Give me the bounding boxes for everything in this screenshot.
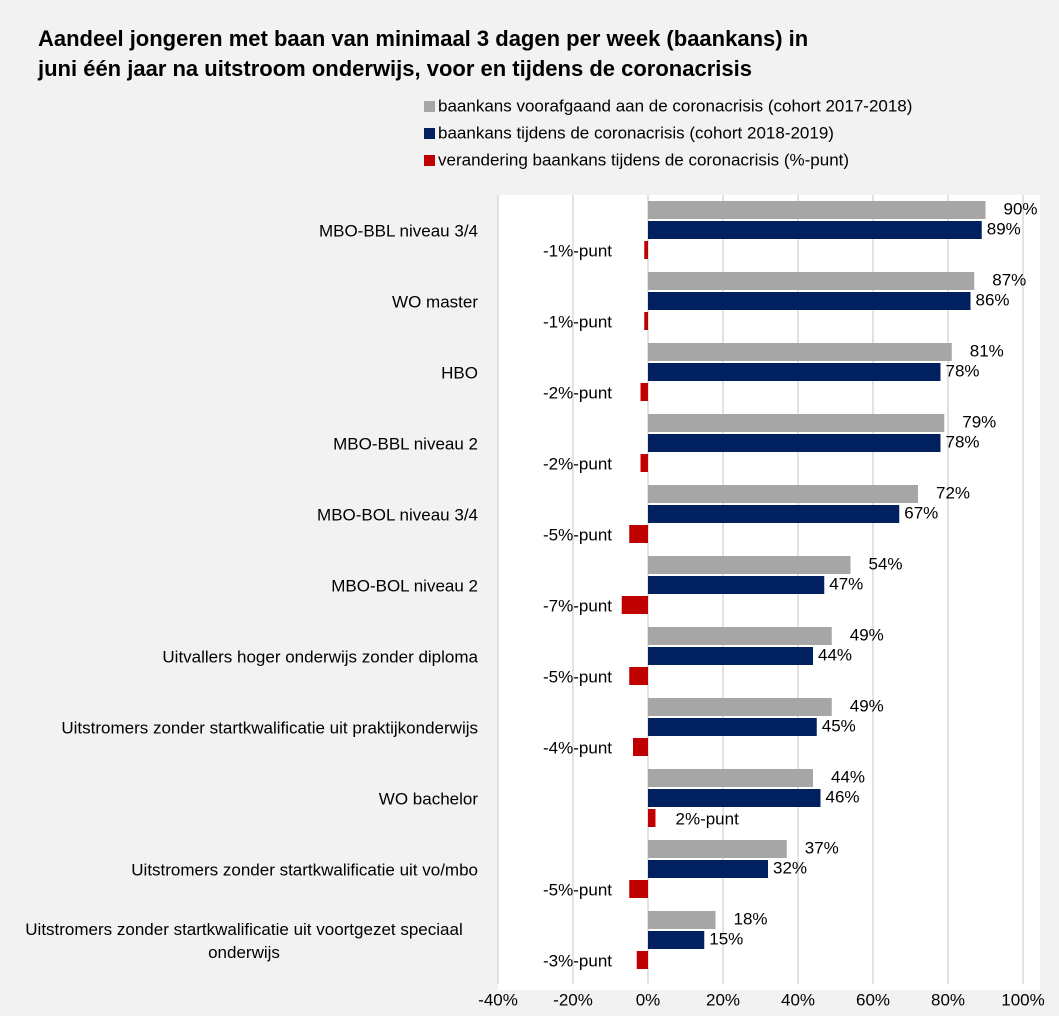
bar	[648, 576, 825, 594]
value-label: 87%	[992, 270, 1026, 289]
value-label: -5%-punt	[543, 880, 612, 899]
x-tick-label: -20%	[553, 990, 593, 1009]
value-label: 2%-punt	[676, 809, 740, 828]
value-label: 44%	[818, 645, 852, 664]
value-label: 47%	[829, 574, 863, 593]
bar	[648, 911, 716, 929]
category-label: Uitstromers zonder startkwalificatie uit…	[61, 718, 478, 738]
bar	[640, 454, 648, 472]
category-label: HBO	[441, 363, 478, 383]
bar	[648, 556, 851, 574]
value-label: 89%	[987, 219, 1021, 238]
value-label: 44%	[831, 767, 865, 786]
bar	[648, 363, 941, 381]
bar	[648, 201, 986, 219]
bar	[644, 312, 648, 330]
bar	[629, 525, 648, 543]
legend-swatch	[424, 101, 435, 112]
legend-swatch	[424, 128, 435, 139]
bar	[648, 698, 832, 716]
value-label: 78%	[946, 432, 980, 451]
category-label: Uitvallers hoger onderwijs zonder diplom…	[162, 647, 478, 667]
x-tick-label: -40%	[478, 990, 518, 1009]
value-label: -4%-punt	[543, 738, 612, 757]
bar	[648, 931, 705, 949]
bar	[648, 647, 813, 665]
category-label: MBO-BOL niveau 3/4	[317, 505, 478, 525]
category-label: WO bachelor	[378, 789, 478, 809]
bar	[648, 221, 982, 239]
value-label: -2%-punt	[543, 383, 612, 402]
bar	[648, 292, 971, 310]
bar	[648, 769, 813, 787]
bar	[648, 860, 768, 878]
value-label: 90%	[1004, 199, 1038, 218]
bar	[648, 718, 817, 736]
value-label: 81%	[970, 341, 1004, 360]
bar	[621, 596, 648, 614]
value-label: 67%	[904, 503, 938, 522]
value-label: 15%	[709, 929, 743, 948]
legend-label: verandering baankans tijdens de coronacr…	[438, 150, 849, 169]
value-label: 49%	[850, 625, 884, 644]
category-label: Uitstromers zonder startkwalificatie uit…	[131, 860, 478, 880]
bar	[648, 505, 900, 523]
bar	[648, 809, 656, 827]
category-label: MBO-BBL niveau 3/4	[318, 221, 478, 241]
bar	[648, 627, 832, 645]
x-tick-label: 100%	[1001, 990, 1044, 1009]
bar	[648, 485, 918, 503]
value-label: 79%	[962, 412, 996, 431]
value-label: 72%	[936, 483, 970, 502]
category-label: Uitstromers zonder startkwalificatie uit…	[25, 920, 463, 962]
value-label: -2%-punt	[543, 454, 612, 473]
x-tick-label: 60%	[856, 990, 890, 1009]
bar	[648, 272, 975, 290]
x-tick-label: 40%	[781, 990, 815, 1009]
x-tick-label: 0%	[636, 990, 661, 1009]
bar	[633, 738, 648, 756]
legend-swatch	[424, 155, 435, 166]
bar	[629, 667, 648, 685]
bar	[629, 880, 648, 898]
value-label: 18%	[734, 909, 768, 928]
category-label: MBO-BBL niveau 2	[333, 434, 478, 454]
legend-label: baankans tijdens de coronacrisis (cohort…	[438, 123, 834, 142]
bar	[648, 414, 945, 432]
x-tick-label: 20%	[706, 990, 740, 1009]
value-label: 49%	[850, 696, 884, 715]
value-label: -3%-punt	[543, 951, 612, 970]
value-label: 86%	[976, 290, 1010, 309]
bar	[648, 789, 821, 807]
value-label: -5%-punt	[543, 667, 612, 686]
bar	[648, 840, 787, 858]
value-label: 54%	[869, 554, 903, 573]
value-label: -5%-punt	[543, 525, 612, 544]
category-label: MBO-BOL niveau 2	[331, 576, 478, 596]
bar	[636, 951, 648, 969]
chart-title: Aandeel jongeren met baan van minimaal 3…	[38, 26, 809, 81]
legend-label: baankans voorafgaand aan de coronacrisis…	[438, 96, 912, 115]
value-label: 37%	[805, 838, 839, 857]
value-label: 78%	[946, 361, 980, 380]
value-label: 46%	[826, 787, 860, 806]
category-label: WO master	[392, 292, 478, 312]
value-label: -1%-punt	[543, 241, 612, 260]
value-label: 32%	[773, 858, 807, 877]
bar	[644, 241, 648, 259]
bar	[648, 343, 952, 361]
value-label: -1%-punt	[543, 312, 612, 331]
x-tick-label: 80%	[931, 990, 965, 1009]
value-label: 45%	[822, 716, 856, 735]
bar	[648, 434, 941, 452]
bar	[640, 383, 648, 401]
value-label: -7%-punt	[543, 596, 612, 615]
